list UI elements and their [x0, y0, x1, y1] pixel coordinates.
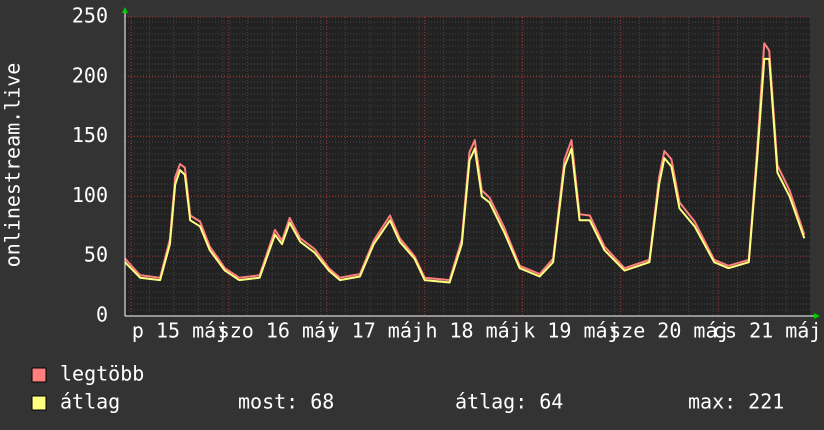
y-tick-label: 100	[72, 183, 108, 207]
x-tick-label: v 17 máj	[328, 319, 424, 343]
stat-value: 64	[539, 390, 563, 414]
y-tick-label: 0	[96, 303, 108, 327]
stat-label: most:	[238, 390, 298, 414]
legend-label: legtöbb	[60, 362, 144, 386]
x-tick-label: sze 20 máj	[609, 319, 729, 343]
x-tick-label: k 19 máj	[523, 319, 619, 343]
x-tick-label: p 15 máj	[132, 319, 228, 343]
stat-label: max:	[688, 390, 736, 414]
x-tick-label: h 18 máj	[425, 319, 521, 343]
stat-value: 221	[748, 390, 784, 414]
y-tick-label: 50	[84, 243, 108, 267]
axis-arrow	[122, 7, 128, 13]
x-tick-label: cs 21 máj	[713, 319, 821, 343]
y-tick-label: 250	[72, 4, 108, 28]
y-tick-label: 200	[72, 63, 108, 87]
y-tick-label: 150	[72, 123, 108, 147]
legend-swatch	[31, 395, 47, 411]
legend-label: átlag	[60, 390, 120, 414]
series-line	[124, 42, 806, 282]
legend-swatch	[31, 367, 47, 383]
axis-arrow	[814, 313, 820, 319]
stat-label: átlag:	[455, 390, 527, 414]
x-tick-label: szo 16 máj	[218, 319, 338, 343]
stat-value: 68	[310, 390, 334, 414]
y-axis-label: onlinestream.live	[1, 63, 25, 268]
series-line	[124, 57, 806, 284]
